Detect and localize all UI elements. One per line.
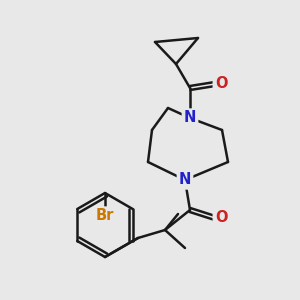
Text: O: O [215, 211, 227, 226]
Text: Br: Br [96, 208, 114, 224]
Text: O: O [215, 76, 227, 92]
Text: N: N [184, 110, 196, 125]
Text: N: N [179, 172, 191, 188]
